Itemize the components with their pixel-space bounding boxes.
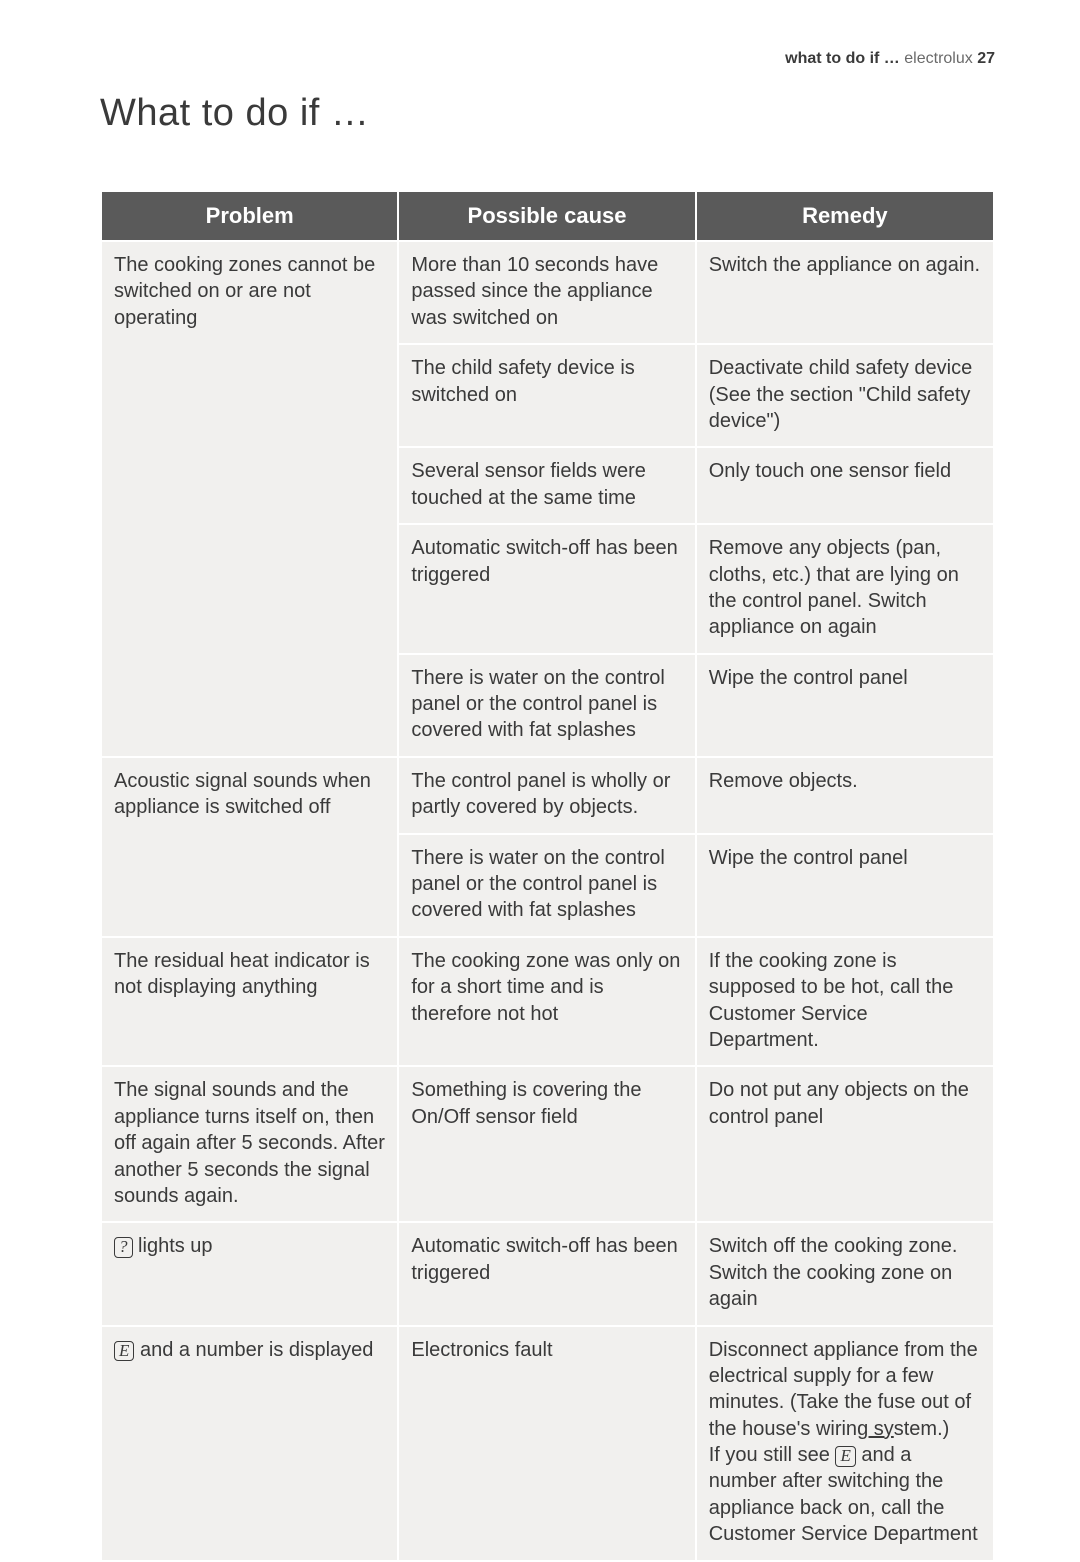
cell-remedy: Only touch one sensor field <box>696 447 994 524</box>
page-title: What to do if … <box>100 92 995 135</box>
cell-remedy: Wipe the control panel <box>696 834 994 937</box>
col-cause: Possible cause <box>398 191 695 241</box>
cell-problem: The cooking zones cannot be switched on … <box>101 241 398 757</box>
col-remedy: Remedy <box>696 191 994 241</box>
cell-cause: Several sensor fields were touched at th… <box>398 447 695 524</box>
cell-problem: The signal sounds and the appliance turn… <box>101 1066 398 1222</box>
cell-problem: Acoustic signal sounds when appliance is… <box>101 757 398 937</box>
cell-cause: There is water on the control panel or t… <box>398 834 695 937</box>
table-row: The signal sounds and the appliance turn… <box>101 1066 994 1222</box>
cell-remedy: Switch the appliance on again. <box>696 241 994 344</box>
header-brand: electrolux <box>904 50 977 67</box>
page-header: what to do if … electrolux 27 <box>100 50 995 68</box>
cell-remedy: Wipe the control panel <box>696 654 994 757</box>
cell-remedy: Do not put any objects on the control pa… <box>696 1066 994 1222</box>
header-page: 27 <box>977 50 995 67</box>
cell-cause: The cooking zone was only on for a short… <box>398 937 695 1067</box>
table-row: Acoustic signal sounds when appliance is… <box>101 757 994 834</box>
table-body: The cooking zones cannot be switched on … <box>101 241 994 1561</box>
header-section: what to do if … <box>785 50 900 67</box>
cell-remedy: Remove objects. <box>696 757 994 834</box>
cell-remedy: Remove any objects (pan, cloths, etc.) t… <box>696 524 994 654</box>
cell-remedy: Disconnect appliance from the electrical… <box>696 1326 994 1561</box>
cell-remedy: Switch off the cooking zone. Switch the … <box>696 1222 994 1325</box>
cell-remedy: If the cooking zone is supposed to be ho… <box>696 937 994 1067</box>
col-problem: Problem <box>101 191 398 241</box>
cell-cause: Something is covering the On/Off sensor … <box>398 1066 695 1222</box>
cell-problem: E and a number is displayed <box>101 1326 398 1561</box>
cell-cause: There is water on the control panel or t… <box>398 654 695 757</box>
cell-remedy: Deactivate child safety device (See the … <box>696 344 994 447</box>
cell-cause: Automatic switch-off has been triggered <box>398 1222 695 1325</box>
cell-problem: ? lights up <box>101 1222 398 1325</box>
troubleshooting-table: Problem Possible cause Remedy The cookin… <box>100 190 995 1562</box>
table-header-row: Problem Possible cause Remedy <box>101 191 994 241</box>
cell-cause: More than 10 seconds have passed since t… <box>398 241 695 344</box>
cell-cause: The control panel is wholly or partly co… <box>398 757 695 834</box>
table-row: The residual heat indicator is not displ… <box>101 937 994 1067</box>
table-row: E and a number is displayedElectronics f… <box>101 1326 994 1561</box>
cell-cause: The child safety device is switched on <box>398 344 695 447</box>
cell-problem: The residual heat indicator is not displ… <box>101 937 398 1067</box>
table-row: The cooking zones cannot be switched on … <box>101 241 994 344</box>
cell-cause: Electronics fault <box>398 1326 695 1561</box>
cell-cause: Automatic switch-off has been triggered <box>398 524 695 654</box>
table-row: ? lights upAutomatic switch-off has been… <box>101 1222 994 1325</box>
